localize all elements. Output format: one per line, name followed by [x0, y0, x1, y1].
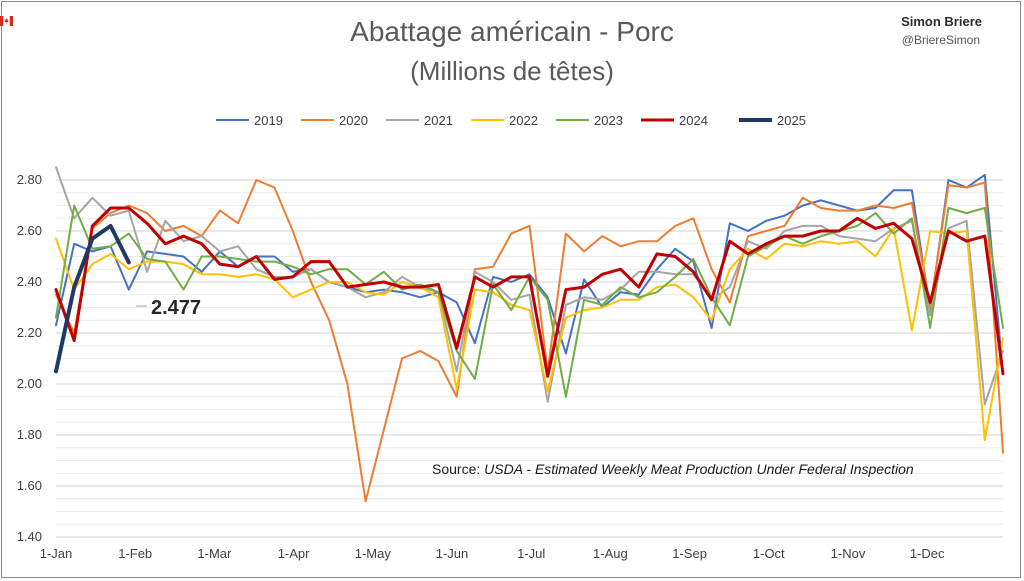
series-line-2021 [55, 166, 1004, 406]
chart-title: Abattage américain - Porc [350, 16, 674, 47]
series-line-2025 [54, 223, 131, 374]
y-tick-label: 2.20 [17, 325, 42, 340]
y-tick-label: 2.40 [17, 274, 42, 289]
legend-label-2022: 2022 [509, 113, 538, 128]
x-axis-ticks: 1-Jan 1-Feb 1-Mar 1-Apr 1-May 1-Jun 1-Jul 1-Aug… [40, 546, 945, 561]
x-tick-label: 1-Nov [831, 546, 866, 561]
legend-label-2021: 2021 [424, 113, 453, 128]
x-tick-label: 1-Apr [278, 546, 310, 561]
source-description: USDA - Estimated Weekly Meat Production … [484, 461, 914, 477]
author-handle: @BriereSimon [901, 33, 980, 47]
source-prefix: Source: [432, 461, 484, 477]
series-lines [54, 166, 1005, 503]
x-tick-label: 1-Jun [436, 546, 469, 561]
y-tick-label: 2.60 [17, 223, 42, 238]
x-tick-label: 1-Dec [910, 546, 945, 561]
y-tick-label: 2.80 [17, 172, 42, 187]
legend-label-2019: 2019 [254, 113, 283, 128]
gridlines [56, 179, 1003, 538]
x-tick-label: 1-Aug [593, 546, 628, 561]
x-tick-label: 1-May [355, 546, 392, 561]
last-value-annotation: 2.477 [151, 297, 201, 319]
series-line-2020 [55, 179, 1004, 503]
series-line-2022 [55, 227, 1004, 442]
legend-label-2020: 2020 [339, 113, 368, 128]
x-tick-label: 1-Feb [118, 546, 152, 561]
source-note: Source: USDA - Estimated Weekly Meat Pro… [432, 461, 914, 477]
y-axis-ticks: 1.40 1.60 1.80 2.00 2.20 2.40 2.60 2.80 [17, 172, 42, 544]
legend-label-2025: 2025 [777, 113, 806, 128]
x-tick-label: 1-Jul [517, 546, 545, 561]
canada-flag-icon [0, 16, 13, 26]
x-tick-label: 1-Mar [197, 546, 232, 561]
author-name: Simon Briere [901, 14, 982, 29]
x-tick-label: 1-Sep [672, 546, 707, 561]
y-tick-label: 1.60 [17, 478, 42, 493]
legend-label-2023: 2023 [594, 113, 623, 128]
x-tick-label: 1-Jan [40, 546, 73, 561]
series-line-2019 [55, 173, 1004, 375]
legend-label-2024: 2024 [679, 113, 708, 128]
y-tick-label: 1.40 [17, 529, 42, 544]
y-tick-label: 2.00 [17, 376, 42, 391]
chart-subtitle: (Millions de têtes) [410, 56, 614, 86]
series-line-2024 [54, 206, 1005, 378]
y-tick-label: 1.80 [17, 427, 42, 442]
legend: 2019 2020 2021 2022 2023 2024 2025 [216, 113, 806, 128]
x-tick-label: 1-Oct [753, 546, 785, 561]
